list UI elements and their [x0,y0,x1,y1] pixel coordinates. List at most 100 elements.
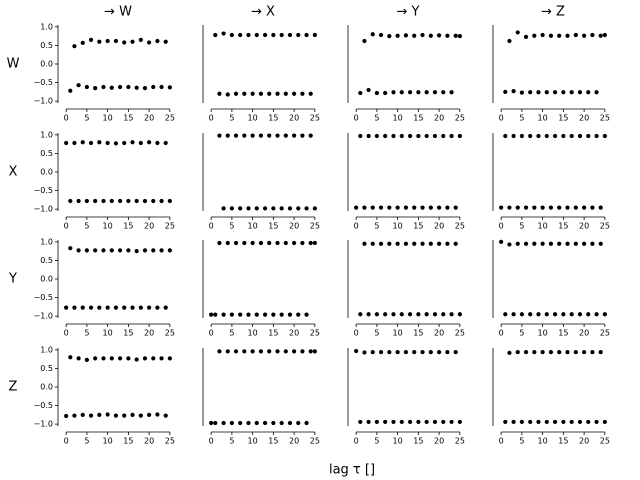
x-tick-label: 0 [499,437,504,446]
point [130,412,135,417]
point [403,349,409,355]
point [445,33,450,38]
point [225,349,230,354]
point [246,420,251,426]
point [528,419,533,425]
point [147,412,152,417]
point [544,312,549,317]
x-tick-label: 25 [455,437,465,446]
point [441,133,446,139]
point [374,312,379,317]
point [577,419,583,425]
point [387,34,392,39]
point [229,32,234,38]
x-tick-label: 25 [600,114,610,123]
point [68,88,73,93]
point [159,198,164,204]
y-tick-label: −0.5 [34,186,53,195]
x-tick-label: 10 [248,114,258,123]
point [519,90,524,95]
point [97,412,102,417]
x-tick-label: 20 [434,114,444,123]
point [88,305,94,310]
point [117,84,123,90]
x-tick-label: 5 [84,329,89,338]
point [64,140,69,146]
point [80,305,85,310]
point [93,356,98,361]
x-tick-label: 10 [538,114,548,123]
point [93,86,98,91]
point [213,32,218,38]
point [308,240,313,246]
point [432,90,438,95]
x-tick-label: 5 [84,222,89,231]
x-tick-label: 20 [289,329,299,338]
point [366,133,371,139]
point [358,133,363,139]
point [292,240,297,246]
point [109,198,114,204]
point [209,312,214,317]
point [437,33,442,38]
point [113,305,119,310]
point [312,240,317,246]
point [515,349,520,355]
y-tick-label: −1.0 [34,97,53,106]
point [258,133,264,138]
point [147,140,152,145]
point [412,205,417,210]
point [163,39,168,44]
point [109,356,114,361]
point [117,198,123,204]
point [159,84,164,90]
point [304,32,309,38]
point [437,349,442,355]
point [457,312,462,317]
point [582,349,587,355]
point [602,133,607,139]
x-tick-label: 10 [393,329,403,338]
x-tick-label: 25 [165,437,175,446]
point [532,241,537,246]
point [88,140,94,146]
point [142,86,148,91]
x-tick-label: 15 [123,222,133,231]
x-tick-label: 25 [600,329,610,338]
point [296,420,301,426]
point [238,206,243,211]
point [544,133,549,139]
point [229,206,234,211]
point [561,90,566,95]
x-tick-label: 0 [64,114,69,123]
point [602,312,607,317]
point [441,419,446,425]
point [233,133,239,138]
point [312,206,317,211]
x-tick-label: 25 [310,329,320,338]
point [101,356,106,361]
point [142,356,148,361]
x-tick-label: 0 [499,222,504,231]
point [283,133,288,138]
point [163,413,168,418]
point [548,349,554,355]
point [101,248,106,253]
point [262,206,268,211]
x-tick-label: 15 [413,329,423,338]
point [242,133,247,138]
point [552,419,558,425]
point [573,32,578,38]
point [453,349,458,355]
point [577,90,583,95]
point [507,242,512,247]
point [242,240,247,246]
point [569,90,574,95]
point [573,205,578,210]
point [428,241,433,246]
point [420,32,425,38]
point [445,241,450,246]
point [457,34,462,39]
point [271,32,276,38]
x-tick-label: 20 [434,437,444,446]
